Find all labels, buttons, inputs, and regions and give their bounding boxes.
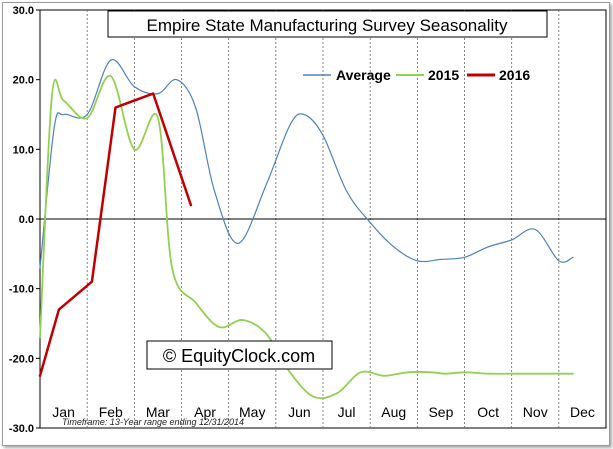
x-tick-label: Oct (477, 404, 499, 420)
y-tick-label: 20.0 (13, 75, 34, 87)
x-tick-label: Jul (338, 404, 356, 420)
legend: Average 2015 2016 (303, 67, 530, 83)
y-tick-label: 0.0 (19, 214, 34, 226)
y-tick-label: -20.0 (9, 353, 34, 365)
x-tick-label: Apr (194, 404, 216, 420)
y-tick-label: -30.0 (9, 423, 34, 435)
x-tick-label: Dec (570, 404, 595, 420)
y-tick-label: -10.0 (9, 284, 34, 296)
x-tick-label: May (239, 404, 265, 420)
chart-title-box: Empire State Manufacturing Survey Season… (107, 10, 548, 38)
x-tick-label: Feb (99, 404, 123, 420)
y-tick-label: 30.0 (13, 5, 34, 17)
watermark-box: © EquityClock.com (146, 340, 333, 370)
x-tick-label: Sep (428, 404, 453, 420)
series-line-2016 (38, 92, 193, 378)
y-axis: 30.0 20.0 10.0 0.0 -10.0 -20.0 -30.0 (9, 5, 40, 435)
footnote: Timeframe: 13-Year range ending 12/31/20… (62, 417, 244, 427)
x-axis: Jan Feb Mar Apr May Jun Jul Aug Sep Oct Nov Dec (52, 404, 595, 420)
x-tick-label: Aug (381, 404, 406, 420)
y-tick-label: 10.0 (13, 144, 34, 156)
x-tick-label: Jun (288, 404, 311, 420)
x-tick-label: Nov (523, 404, 548, 420)
x-tick-label: Jan (52, 404, 75, 420)
legend-label-average: Average (336, 67, 391, 83)
legend-label-2015: 2015 (428, 67, 459, 83)
x-tick-label: Mar (146, 404, 170, 420)
watermark: © EquityClock.com (163, 346, 315, 366)
series-line-average (39, 59, 574, 269)
chart-title: Empire State Manufacturing Survey Season… (147, 16, 508, 35)
legend-label-2016: 2016 (499, 67, 530, 83)
